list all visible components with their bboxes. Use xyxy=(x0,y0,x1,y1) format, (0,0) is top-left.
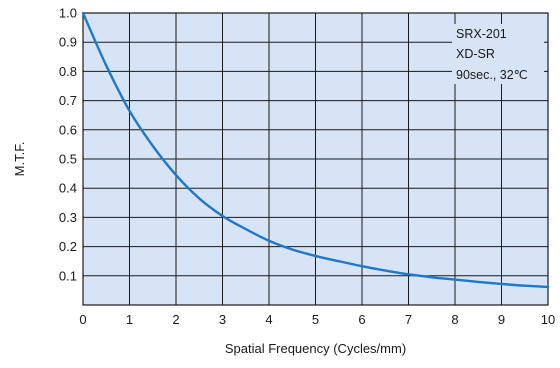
y-axis-label: M.T.F. xyxy=(12,142,27,177)
y-tick-label: 0.6 xyxy=(59,122,77,137)
y-tick-label: 1.0 xyxy=(59,6,77,21)
x-tick-label: 6 xyxy=(358,312,365,327)
x-tick-label: 5 xyxy=(312,312,319,327)
plot-frame xyxy=(82,12,549,306)
x-tick-labels: 0 1 2 3 4 5 6 7 8 9 10 xyxy=(79,312,555,327)
annotation-line-3: 90sec., 32℃ xyxy=(456,68,528,82)
y-tick-label: 0.4 xyxy=(59,181,77,196)
x-tick-label: 9 xyxy=(498,312,505,327)
annotation-line-2: XD-SR xyxy=(456,47,495,61)
x-tick-label: 4 xyxy=(265,312,272,327)
x-tick-label: 0 xyxy=(79,312,86,327)
y-tick-label: 0.7 xyxy=(59,93,77,108)
y-tick-label: 0.1 xyxy=(59,268,77,283)
x-tick-label: 3 xyxy=(219,312,226,327)
y-tick-label: 0.8 xyxy=(59,64,77,79)
x-tick-label: 7 xyxy=(405,312,412,327)
y-tick-label: 0.5 xyxy=(59,152,77,167)
x-tick-label: 8 xyxy=(451,312,458,327)
x-axis-label: Spatial Frequency (Cycles/mm) xyxy=(225,341,406,356)
annotation-box xyxy=(452,24,544,84)
x-tick-label: 10 xyxy=(541,312,555,327)
x-tick-label: 1 xyxy=(126,312,133,327)
grid-lines xyxy=(83,13,548,305)
x-tick-label: 2 xyxy=(172,312,179,327)
annotation-line-1: SRX-201 xyxy=(456,27,507,41)
y-tick-label: 0.3 xyxy=(59,210,77,225)
mtf-curve xyxy=(81,11,550,289)
y-tick-label: 0.2 xyxy=(59,239,77,254)
y-tick-labels: 0.1 0.2 0.3 0.4 0.5 0.6 0.7 0.8 0.9 1.0 xyxy=(59,6,77,284)
y-tick-label: 0.9 xyxy=(59,35,77,50)
